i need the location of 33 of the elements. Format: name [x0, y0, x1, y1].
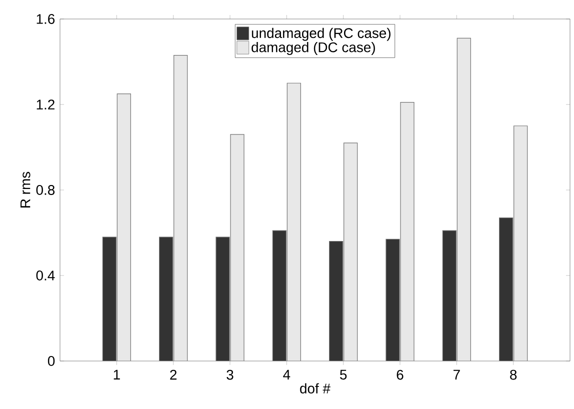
- y-tick-label: 1.6: [36, 14, 55, 24]
- bar: [230, 134, 244, 361]
- bar: [442, 230, 456, 361]
- x-tick-label: 4: [283, 370, 290, 380]
- bar: [514, 126, 528, 361]
- x-axis-title: dof #: [300, 383, 330, 394]
- bar: [116, 94, 131, 361]
- x-tick-label: 2: [170, 370, 177, 380]
- legend-label: damaged (DC case): [252, 42, 375, 55]
- bar: [400, 102, 414, 361]
- bar: [216, 236, 230, 361]
- y-tick-label: 1.2: [36, 100, 54, 110]
- bar: [286, 82, 301, 361]
- legend-label: undamaged (RC case): [252, 28, 390, 41]
- x-tick-label: 7: [454, 370, 460, 380]
- bar: [456, 38, 471, 361]
- bar: [386, 238, 400, 361]
- y-axis-title: R rms: [20, 172, 30, 208]
- bar: [329, 241, 344, 361]
- x-tick-label: 6: [396, 370, 404, 380]
- x-tick-label: 5: [340, 370, 347, 380]
- bar: [174, 55, 188, 361]
- x-tick-label: 1: [114, 370, 120, 380]
- y-tick-label: 0: [48, 356, 55, 366]
- bar: [499, 217, 514, 361]
- bar: [344, 142, 358, 361]
- bar: [102, 236, 116, 361]
- y-tick-label: 0.8: [36, 185, 55, 195]
- bar: [159, 236, 174, 361]
- x-tick-label: 8: [510, 370, 517, 380]
- y-tick-label: 0.4: [36, 270, 55, 280]
- bar: [272, 230, 286, 361]
- x-tick-label: 3: [226, 370, 234, 380]
